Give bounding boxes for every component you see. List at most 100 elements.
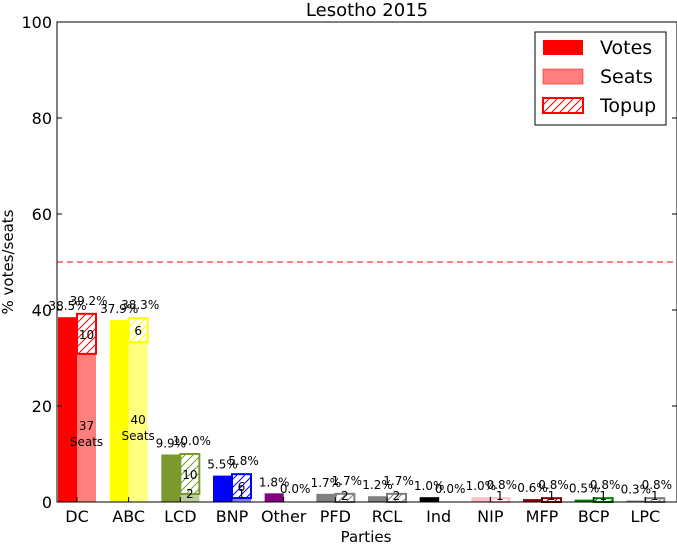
legend-swatch-topup bbox=[542, 97, 584, 114]
seats-value-label: 38.3% bbox=[121, 298, 159, 312]
votes-bar-rcl bbox=[368, 496, 387, 502]
seats-value-label: 0.8% bbox=[590, 478, 621, 492]
seats-bar-lcd bbox=[180, 494, 200, 502]
constituency-count-label: 2 bbox=[186, 487, 194, 501]
constituency-count-label: 37 bbox=[79, 419, 94, 433]
y-tick-label: 60 bbox=[32, 205, 52, 224]
votes-value-label: 1.0% bbox=[414, 479, 445, 493]
topup-count-label: 6 bbox=[134, 324, 142, 338]
party-group-other: 1.8%0.0% bbox=[259, 475, 311, 502]
votes-value-label: 9.9% bbox=[156, 436, 187, 450]
votes-bar-ind bbox=[419, 497, 439, 502]
votes-bar-bnp bbox=[213, 475, 232, 502]
x-tick-label: PFD bbox=[320, 507, 351, 526]
seats-value-label: 10.0% bbox=[173, 434, 211, 448]
x-tick-label: DC bbox=[65, 507, 89, 526]
y-tick-label: 100 bbox=[21, 13, 52, 32]
seats-value-label: 0.0% bbox=[435, 482, 466, 496]
party-group-lcd: 10 2 9.9%10.0% bbox=[156, 434, 211, 502]
seats-value-label: 0.8% bbox=[538, 478, 569, 492]
y-tick-label: 20 bbox=[32, 397, 52, 416]
seats-value-label: 0.8% bbox=[642, 478, 673, 492]
constituency-seats-word: Seats bbox=[70, 435, 103, 449]
y-tick-label: 80 bbox=[32, 109, 52, 128]
topup-bar-abc bbox=[127, 317, 149, 344]
votes-value-label: 1.8% bbox=[259, 475, 290, 489]
votes-bar-lpc bbox=[626, 500, 646, 502]
x-tick-label: ABC bbox=[112, 507, 145, 526]
votes-bar-lcd bbox=[161, 454, 181, 502]
votes-bar-other bbox=[264, 493, 284, 502]
votes-value-label: 0.6% bbox=[517, 481, 548, 495]
votes-bar-mfp bbox=[523, 499, 542, 502]
topup-count-label: 1 bbox=[599, 489, 607, 503]
x-tick-label: RCL bbox=[372, 507, 402, 526]
constituency-count-label: 1 bbox=[238, 487, 246, 501]
seats-value-label: 5.8% bbox=[228, 454, 259, 468]
party-group-ind: 1.0%0.0% bbox=[414, 479, 466, 502]
topup-count-label: 1 bbox=[496, 489, 504, 503]
legend-label-seats: Seats bbox=[600, 66, 653, 88]
votes-value-label: 1.2% bbox=[362, 478, 393, 492]
y-tick-label: 0 bbox=[42, 493, 52, 512]
votes-value-label: 0.5% bbox=[569, 482, 600, 496]
party-group-bnp: 61 5.5%5.8% bbox=[207, 454, 259, 502]
party-group-abc: 6 40 Seats 37.9%38.3% bbox=[100, 298, 159, 502]
legend-label-topup: Topup bbox=[599, 95, 656, 117]
x-tick-label: NIP bbox=[477, 507, 504, 526]
party-group-bcp: 10.5%0.8% bbox=[569, 478, 621, 504]
seats-value-label: 39.2% bbox=[69, 294, 107, 308]
legend: Votes Seats Topup bbox=[534, 31, 667, 126]
seats-bar-bnp bbox=[232, 498, 251, 502]
y-axis-title: % votes/seats bbox=[0, 209, 17, 314]
x-tick-label: Other bbox=[261, 507, 307, 526]
topup-count-label: 10 bbox=[79, 328, 94, 342]
x-tick-label: Ind bbox=[426, 507, 451, 526]
topup-bar-bnp bbox=[231, 473, 252, 500]
y-tick-label: 40 bbox=[32, 301, 52, 320]
x-tick-label: BNP bbox=[216, 507, 249, 526]
x-axis-title: Parties bbox=[341, 528, 392, 544]
party-group-nip: 11.0%0.8% bbox=[466, 478, 518, 504]
topup-count-label: 1 bbox=[548, 489, 556, 503]
plot-frame bbox=[56, 21, 677, 503]
seats-value-label: 1.7% bbox=[332, 474, 363, 488]
legend-label-votes: Votes bbox=[600, 37, 652, 59]
x-tick-label: MFP bbox=[526, 507, 559, 526]
votes-bar-bcp bbox=[574, 499, 594, 502]
topup-count-label: 2 bbox=[393, 489, 401, 503]
seats-value-label: 1.7% bbox=[383, 474, 414, 488]
x-tick-label: LPC bbox=[630, 507, 660, 526]
chart-title: Lesotho 2015 bbox=[306, 0, 428, 21]
topup-count-label: 10 bbox=[182, 468, 197, 482]
votes-bar-abc bbox=[109, 320, 129, 502]
votes-bar-dc bbox=[58, 317, 77, 502]
legend-swatch-votes bbox=[543, 40, 583, 55]
x-tick-label: BCP bbox=[578, 507, 610, 526]
votes-value-label: 1.0% bbox=[466, 479, 497, 493]
x-tick-label: LCD bbox=[164, 507, 196, 526]
party-group-rcl: 21.2%1.7% bbox=[362, 474, 414, 503]
legend-swatch-seats bbox=[542, 68, 584, 85]
votes-value-label: 0.3% bbox=[621, 483, 652, 497]
constituency-count-label: 40 bbox=[131, 413, 146, 427]
topup-count-label: 6 bbox=[238, 480, 246, 494]
party-group-mfp: 10.6%0.8% bbox=[517, 478, 569, 504]
votes-value-label: 37.9% bbox=[100, 302, 138, 316]
seats-value-label: 0.0% bbox=[280, 482, 311, 496]
votes-value-label: 5.5% bbox=[207, 458, 238, 472]
votes-bar-nip bbox=[471, 497, 491, 502]
seats-value-label: 0.8% bbox=[487, 478, 518, 492]
seats-bar-abc bbox=[128, 342, 148, 502]
topup-bar-lcd bbox=[179, 453, 201, 495]
party-group-lpc: 10.3%0.8% bbox=[621, 478, 673, 504]
topup-bar-dc bbox=[76, 312, 97, 355]
votes-value-label: 1.7% bbox=[311, 476, 342, 490]
votes-bar-pfd bbox=[316, 493, 336, 502]
constituency-seats-word: Seats bbox=[122, 429, 155, 443]
seats-bar-dc bbox=[77, 353, 96, 502]
topup-count-label: 2 bbox=[341, 489, 349, 503]
topup-count-label: 1 bbox=[651, 489, 659, 503]
